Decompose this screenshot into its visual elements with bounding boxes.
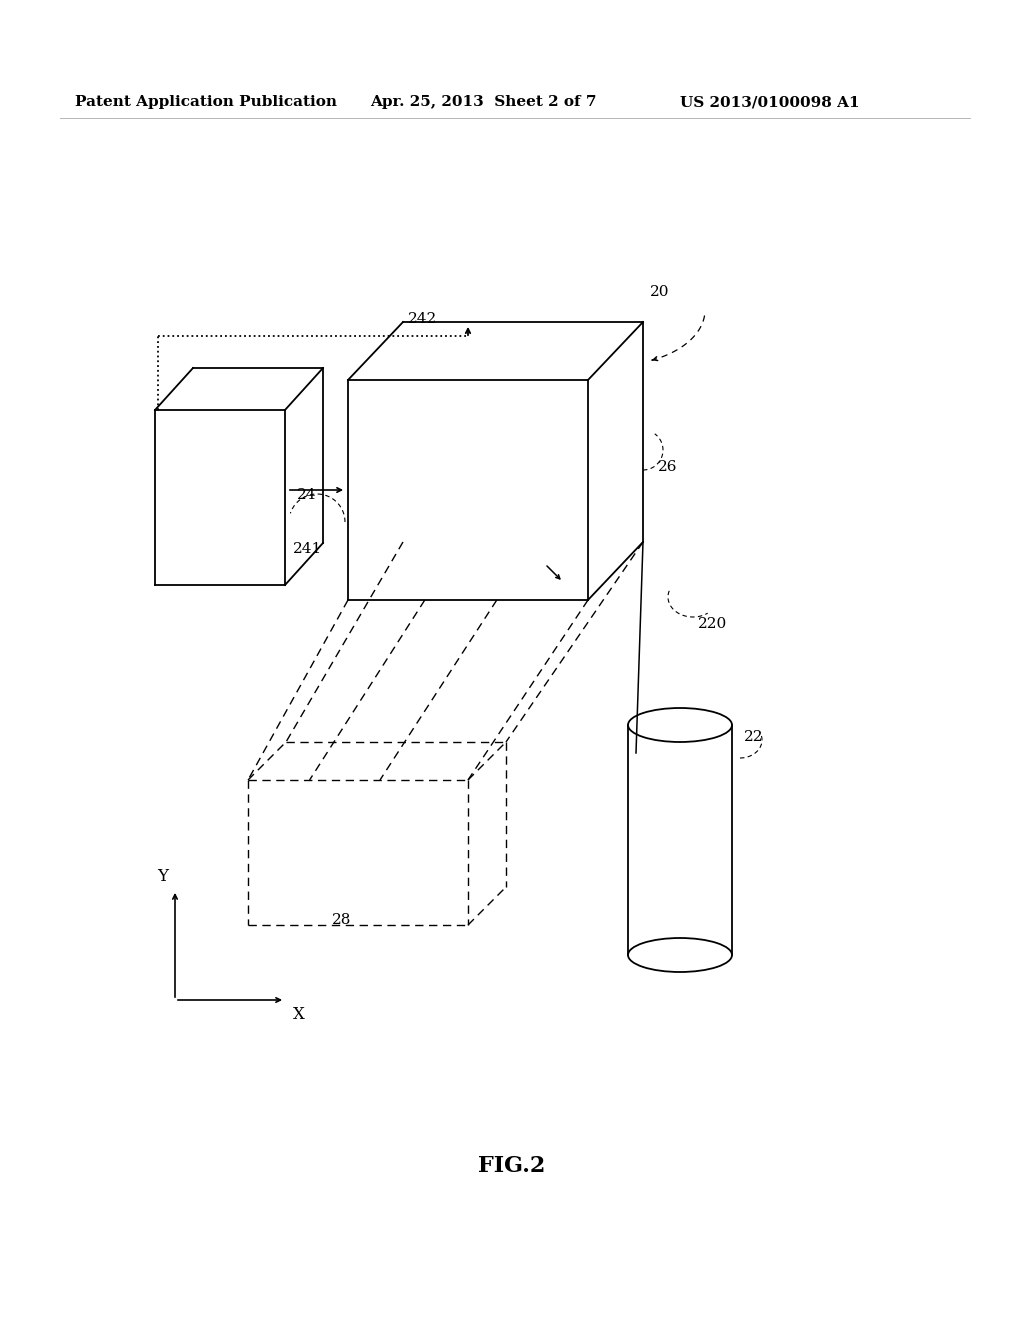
Text: 22: 22: [744, 730, 764, 744]
Text: Patent Application Publication: Patent Application Publication: [75, 95, 337, 110]
Text: 26: 26: [658, 459, 678, 474]
Text: 241: 241: [293, 543, 323, 556]
Text: 20: 20: [650, 285, 670, 300]
Text: FIG.2: FIG.2: [478, 1155, 546, 1177]
Text: US 2013/0100098 A1: US 2013/0100098 A1: [680, 95, 859, 110]
Text: Y: Y: [157, 869, 168, 884]
Text: 24: 24: [297, 488, 316, 502]
Text: 220: 220: [698, 616, 727, 631]
Text: 242: 242: [408, 312, 437, 326]
Text: Apr. 25, 2013  Sheet 2 of 7: Apr. 25, 2013 Sheet 2 of 7: [370, 95, 597, 110]
Text: 28: 28: [332, 913, 351, 927]
Text: X: X: [293, 1006, 305, 1023]
